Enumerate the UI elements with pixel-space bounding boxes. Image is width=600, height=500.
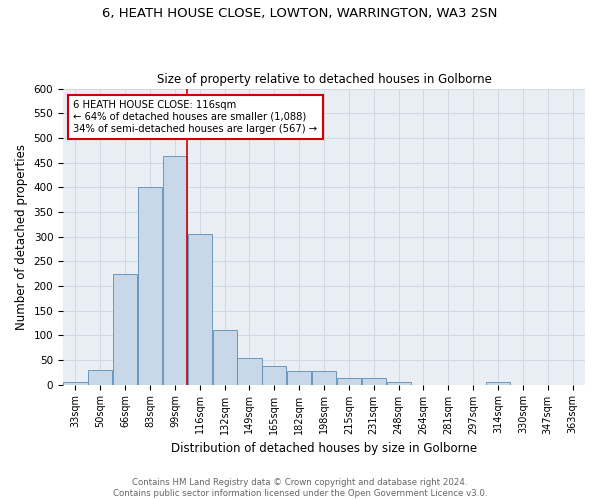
Bar (138, 187, 162, 384)
Bar (163, 156, 187, 384)
Title: Size of property relative to detached houses in Golborne: Size of property relative to detached ho… (157, 73, 491, 86)
Bar (337, 378, 361, 384)
X-axis label: Distribution of detached houses by size in Golborne: Distribution of detached houses by size … (171, 442, 477, 455)
Bar (362, 378, 386, 384)
Bar (238, 358, 262, 384)
Bar (88, 370, 112, 384)
Y-axis label: Number of detached properties: Number of detached properties (15, 144, 28, 330)
Bar (386, 382, 410, 384)
Text: 6, HEATH HOUSE CLOSE, LOWTON, WARRINGTON, WA3 2SN: 6, HEATH HOUSE CLOSE, LOWTON, WARRINGTON… (103, 8, 497, 20)
Bar (188, 234, 212, 384)
Text: 6 HEATH HOUSE CLOSE: 116sqm
← 64% of detached houses are smaller (1,088)
34% of : 6 HEATH HOUSE CLOSE: 116sqm ← 64% of det… (73, 100, 317, 134)
Text: Contains HM Land Registry data © Crown copyright and database right 2024.
Contai: Contains HM Land Registry data © Crown c… (113, 478, 487, 498)
Bar (262, 366, 286, 384)
Bar (287, 371, 311, 384)
Bar (113, 274, 137, 384)
Bar (486, 382, 510, 384)
Bar (64, 382, 88, 384)
Bar (312, 371, 336, 384)
Bar (212, 330, 236, 384)
